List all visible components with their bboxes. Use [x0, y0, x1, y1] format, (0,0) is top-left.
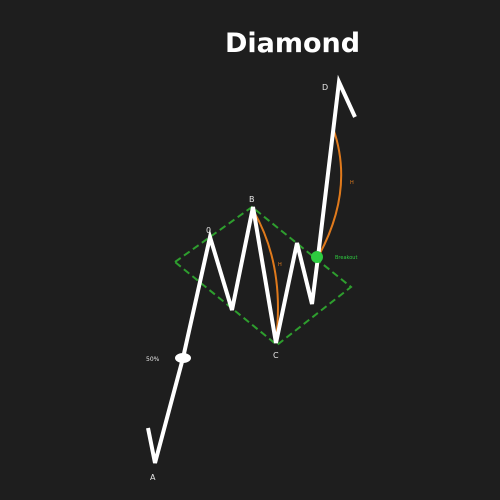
- point-label-o: 0: [206, 226, 211, 235]
- breakout-dot: [311, 251, 323, 263]
- page-title: Diamond: [224, 28, 361, 59]
- height-label-inside: H: [278, 262, 282, 268]
- height-label-projected: H: [350, 180, 354, 186]
- point-label-d: D: [322, 83, 328, 92]
- height-arc-projected: [317, 127, 343, 258]
- fifty-percent-marker: [175, 353, 191, 363]
- point-label-c: C: [273, 351, 279, 360]
- breakout-label: Breakout: [335, 255, 357, 261]
- height-arc-inside: [252, 209, 279, 341]
- price-path: [146, 74, 357, 464]
- point-label-b: B: [249, 195, 255, 204]
- fifty-percent-label: 50%: [146, 356, 160, 363]
- point-label-a: A: [150, 473, 156, 482]
- diamond-outline: [173, 205, 353, 347]
